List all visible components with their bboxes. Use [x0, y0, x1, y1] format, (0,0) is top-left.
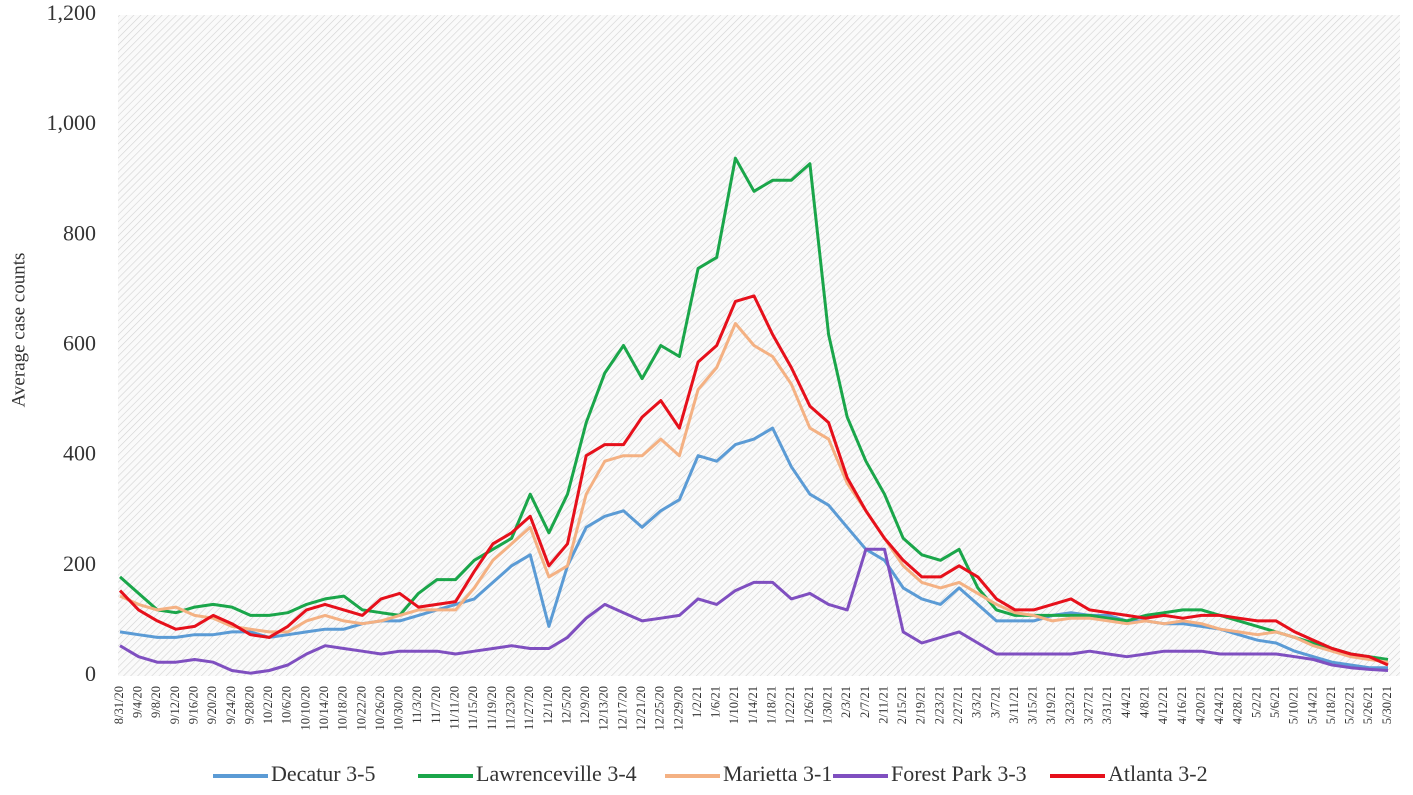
x-tick-label: 3/19/21 [1044, 686, 1058, 724]
x-tick-label: 3/31/21 [1100, 686, 1114, 724]
x-tick-label: 2/15/21 [895, 686, 909, 724]
x-tick-label: 10/10/20 [298, 686, 312, 730]
y-tick-label: 1,000 [47, 110, 97, 135]
legend-label: Marietta 3-1 [723, 761, 832, 786]
x-tick-label: 1/10/21 [727, 686, 741, 724]
x-tick-label: 5/30/21 [1380, 686, 1394, 724]
x-tick-label: 1/18/21 [765, 686, 779, 724]
x-tick-label: 3/23/21 [1063, 686, 1077, 724]
x-tick-label: 12/25/20 [653, 686, 667, 730]
x-tick-label: 12/1/20 [541, 686, 555, 724]
legend-label: Decatur 3-5 [271, 761, 375, 786]
x-tick-label: 4/28/21 [1231, 686, 1245, 724]
series-line [119, 547, 1389, 675]
x-tick-label: 1/14/21 [746, 686, 760, 724]
x-tick-label: 10/26/20 [373, 686, 387, 730]
y-axis-label: Average case counts [8, 253, 29, 408]
x-tick-label: 10/14/20 [317, 686, 331, 730]
x-tick-label: 11/15/20 [466, 686, 480, 730]
y-tick-label: 600 [63, 331, 96, 356]
x-tick-label: 2/11/21 [876, 686, 890, 724]
series-line [118, 294, 1389, 667]
y-tick-label: 200 [63, 551, 96, 576]
x-tick-label: 11/19/20 [485, 686, 499, 730]
x-tick-label: 10/2/20 [261, 686, 275, 724]
x-tick-label: 2/7/21 [858, 686, 872, 718]
x-tick-label: 4/24/21 [1212, 686, 1226, 724]
x-tick-label: 12/21/20 [634, 686, 648, 730]
x-tick-label: 8/31/20 [112, 686, 126, 724]
x-tick-label: 9/20/20 [205, 686, 219, 724]
plot-background [118, 15, 1400, 676]
x-tick-label: 1/2/21 [690, 686, 704, 718]
x-tick-label: 1/30/21 [820, 686, 834, 724]
x-tick-label: 9/12/20 [168, 686, 182, 724]
x-tick-label: 2/23/21 [932, 686, 946, 724]
x-tick-label: 9/28/20 [242, 686, 256, 724]
x-tick-label: 11/23/20 [503, 686, 517, 730]
x-tick-label: 12/17/20 [615, 686, 629, 730]
x-tick-label: 11/27/20 [522, 686, 536, 730]
series-line [119, 426, 1388, 670]
x-tick-label: 9/24/20 [224, 686, 238, 724]
legend-label: Forest Park 3-3 [891, 761, 1027, 786]
x-tick-label: 2/3/21 [839, 686, 853, 718]
x-tick-label: 5/2/21 [1249, 686, 1263, 718]
x-tick-label: 2/19/21 [914, 686, 928, 724]
x-tick-label: 11/3/20 [410, 686, 424, 724]
x-tick-label: 5/6/21 [1268, 686, 1282, 718]
y-tick-label: 800 [63, 220, 96, 245]
y-tick-label: 400 [63, 441, 96, 466]
x-tick-label: 12/9/20 [578, 686, 592, 724]
legend-label: Atlanta 3-2 [1108, 761, 1208, 786]
x-tick-label: 5/14/21 [1305, 686, 1319, 724]
x-tick-label: 12/29/20 [671, 686, 685, 730]
x-tick-label: 5/18/21 [1324, 686, 1338, 724]
x-tick-label: 12/13/20 [597, 686, 611, 730]
x-tick-label: 1/22/21 [783, 686, 797, 724]
y-tick-label: 1,200 [47, 0, 97, 25]
x-tick-label: 4/16/21 [1175, 686, 1189, 724]
x-tick-label: 5/22/21 [1343, 686, 1357, 724]
x-tick-label: 3/3/21 [970, 686, 984, 718]
x-tick-label: 11/7/20 [429, 686, 443, 724]
x-tick-label: 5/10/21 [1287, 686, 1301, 724]
x-tick-label: 11/11/20 [448, 686, 462, 730]
x-tick-label: 3/11/21 [1007, 686, 1021, 724]
x-tick-label: 10/30/20 [392, 686, 406, 730]
x-tick-label: 4/12/21 [1156, 686, 1170, 724]
x-tick-label: 1/26/21 [802, 686, 816, 724]
x-tick-label: 3/27/21 [1082, 686, 1096, 724]
x-tick-label: 9/16/20 [186, 686, 200, 724]
x-tick-label: 4/20/21 [1193, 686, 1207, 724]
x-tick-label: 5/26/21 [1361, 686, 1375, 724]
x-tick-label: 10/6/20 [280, 686, 294, 724]
x-tick-label: 4/8/21 [1137, 686, 1151, 718]
x-tick-label: 2/27/21 [951, 686, 965, 724]
x-tick-label: 4/4/21 [1119, 686, 1133, 718]
x-tick-label: 3/15/21 [1026, 686, 1040, 724]
series-line [119, 322, 1389, 664]
series-line [119, 156, 1389, 661]
x-tick-label: 9/4/20 [131, 686, 145, 718]
x-tick-label: 10/18/20 [336, 686, 350, 730]
legend-label: Lawrenceville 3-4 [476, 761, 637, 786]
x-tick-label: 9/8/20 [149, 686, 163, 718]
x-tick-label: 3/7/21 [988, 686, 1002, 718]
x-tick-label: 12/5/20 [559, 686, 573, 724]
y-tick-label: 0 [85, 661, 96, 686]
x-tick-label: 10/22/20 [354, 686, 368, 730]
x-tick-label: 1/6/21 [709, 686, 723, 718]
